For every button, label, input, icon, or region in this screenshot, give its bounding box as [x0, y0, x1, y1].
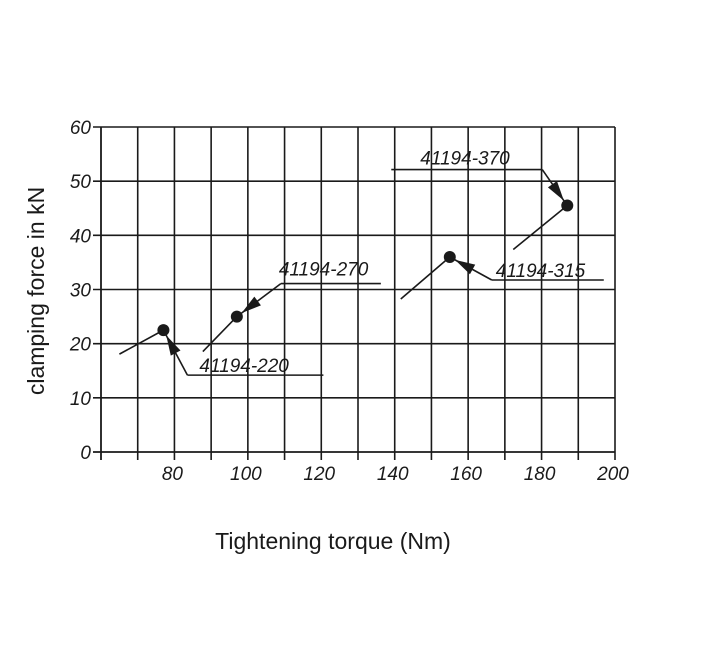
y-tick-label: 30	[70, 281, 92, 302]
data-point-label: 41194-270	[279, 260, 369, 281]
x-tick-label: 140	[377, 464, 409, 485]
y-tick-label: 0	[80, 443, 91, 464]
axes	[93, 127, 615, 460]
data-point-group: 41194-370	[391, 149, 574, 251]
data-point-label: 41194-370	[420, 149, 510, 170]
point-tail-line	[202, 316, 238, 353]
y-tick-label: 50	[70, 172, 92, 193]
x-tick-label: 100	[230, 464, 262, 485]
x-tick-label: 80	[162, 464, 184, 485]
y-tick-label: 20	[69, 335, 92, 356]
point-tail-line	[119, 329, 164, 355]
data-point-label: 41194-220	[199, 356, 289, 377]
x-tick-label: 200	[596, 464, 629, 485]
y-tick-label: 60	[70, 118, 92, 139]
y-axis-label: clamping force in kN	[23, 187, 49, 395]
horizontal-gridlines	[93, 126, 615, 399]
data-point-group: 41194-270	[202, 260, 381, 353]
data-point	[157, 324, 170, 337]
data-point	[230, 310, 243, 323]
arrowhead	[241, 296, 261, 313]
x-tick-label: 120	[303, 464, 335, 485]
data-series: 41194-220 41194-270 41194-315 41194-370	[119, 149, 604, 377]
y-tick-label: 10	[70, 389, 92, 410]
x-tick-labels: 80 100 120 140 160 180 200	[162, 464, 629, 485]
x-tick-label: 160	[450, 464, 482, 485]
x-tick-label: 180	[524, 464, 556, 485]
point-tail-line	[400, 256, 451, 300]
y-tick-labels: 0 10 20 30 40 50 60	[69, 118, 92, 464]
data-point	[443, 251, 456, 263]
data-point-group: 41194-315	[400, 251, 604, 300]
data-point-label: 41194-315	[496, 261, 586, 282]
y-tick-label: 40	[70, 226, 92, 247]
data-point-group: 41194-220	[119, 324, 324, 377]
arrowhead	[166, 335, 181, 356]
data-point	[561, 199, 574, 212]
vertical-gridlines	[136, 127, 616, 460]
x-axis-label: Tightening torque (Nm)	[215, 528, 451, 554]
arrowhead	[455, 259, 476, 275]
point-tail-line	[512, 204, 568, 251]
arrowhead	[547, 181, 564, 201]
